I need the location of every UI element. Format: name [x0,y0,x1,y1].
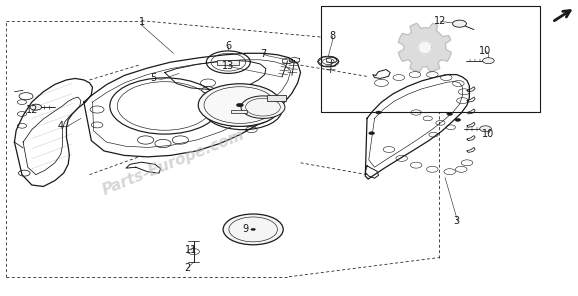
Bar [267,95,286,101]
Text: 7: 7 [260,49,266,59]
Text: 6: 6 [225,41,231,52]
Circle shape [453,20,466,27]
Circle shape [455,118,461,121]
Text: 2: 2 [185,263,191,273]
Circle shape [483,58,494,64]
Text: 4: 4 [58,121,64,131]
Bar [217,60,239,65]
Circle shape [30,104,42,110]
Circle shape [223,214,283,245]
Circle shape [447,112,453,115]
Circle shape [198,84,281,126]
Circle shape [369,132,375,135]
Bar [231,110,247,113]
Text: 1: 1 [139,17,144,27]
Text: 3: 3 [454,216,460,226]
Circle shape [236,103,243,107]
Text: 12: 12 [434,16,447,26]
Circle shape [241,96,285,118]
Text: 10: 10 [479,46,492,56]
Polygon shape [398,23,451,72]
Circle shape [480,126,491,132]
Circle shape [376,111,381,114]
Polygon shape [418,41,432,54]
Text: 9: 9 [243,224,249,234]
Text: 11: 11 [184,245,197,255]
Text: 13: 13 [222,61,235,71]
Text: 5: 5 [150,73,156,83]
Text: 8: 8 [329,31,335,41]
Text: Parts-Europe.com: Parts-Europe.com [100,127,247,198]
Text: 12: 12 [25,105,38,115]
Text: 10: 10 [482,129,495,139]
Circle shape [251,228,255,231]
